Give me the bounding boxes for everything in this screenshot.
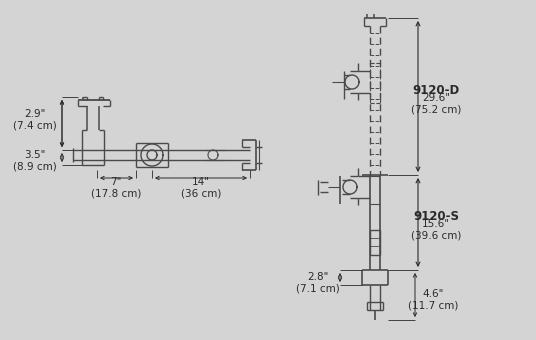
Text: 3.5"
(8.9 cm): 3.5" (8.9 cm) xyxy=(13,150,57,171)
Text: 4.6"
(11.7 cm): 4.6" (11.7 cm) xyxy=(408,289,458,311)
Text: 14"
(36 cm): 14" (36 cm) xyxy=(181,177,221,199)
Text: 2.8"
(7.1 cm): 2.8" (7.1 cm) xyxy=(296,272,340,293)
Text: 9120-D: 9120-D xyxy=(412,84,460,97)
Text: 9120-S: 9120-S xyxy=(413,210,459,223)
Text: 7"
(17.8 cm): 7" (17.8 cm) xyxy=(91,177,141,199)
Text: 15.6"
(39.6 cm): 15.6" (39.6 cm) xyxy=(411,219,461,240)
Text: 29.6"
(75.2 cm): 29.6" (75.2 cm) xyxy=(411,93,461,114)
Text: 2.9"
(7.4 cm): 2.9" (7.4 cm) xyxy=(13,109,57,130)
